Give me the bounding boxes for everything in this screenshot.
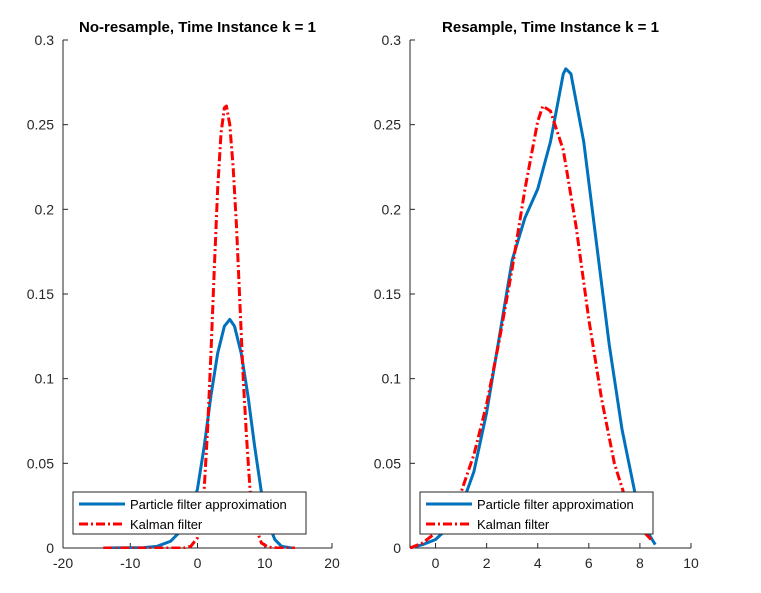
legend-entry-label: Particle filter approximation: [130, 497, 287, 512]
x-tick-label: 10: [257, 555, 273, 571]
chart-title: Resample, Time Instance k = 1: [442, 19, 659, 36]
y-tick-label: 0.3: [382, 32, 402, 48]
y-tick-label: 0.1: [382, 371, 402, 387]
legend-box: [419, 491, 654, 535]
chart-title: No-resample, Time Instance k = 1: [79, 19, 316, 36]
y-tick-label: 0.15: [27, 286, 54, 302]
y-tick-label: 0.1: [35, 371, 55, 387]
y-tick-label: 0.2: [35, 201, 55, 217]
y-tick-label: 0.25: [374, 117, 401, 133]
x-tick-label: -10: [120, 555, 140, 571]
y-tick-label: 0.3: [35, 32, 55, 48]
x-tick-label: 8: [636, 555, 644, 571]
legend: Particle filter approximation Kalman filt…: [72, 491, 307, 535]
legend-entry-label: Kalman filter: [130, 517, 203, 532]
legend-entry-label: Kalman filter: [477, 517, 550, 532]
x-tick-label: 2: [483, 555, 491, 571]
y-tick-label: 0.2: [382, 201, 402, 217]
y-tick-label: 0.15: [374, 286, 401, 302]
x-tick-label: 6: [585, 555, 593, 571]
y-tick-label: 0.05: [374, 455, 401, 471]
y-tick-label: 0: [393, 540, 401, 556]
x-tick-label: 10: [683, 555, 699, 571]
x-tick-label: 4: [534, 555, 542, 571]
series-line: [410, 104, 654, 549]
x-tick-label: 0: [194, 555, 202, 571]
x-tick-label: -20: [53, 555, 73, 571]
x-tick-label: 0: [432, 555, 440, 571]
chart-panel-2: 0 2 4 6 8 10 0 0.05 0.1 0.15 0.2 0.25 0.3 Resample, T…: [374, 19, 699, 571]
legend: Particle filter approximation Kalman filt…: [419, 491, 654, 535]
y-tick-label: 0.25: [27, 117, 54, 133]
legend-box: [72, 491, 307, 535]
legend-entry-label: Particle filter approximation: [477, 497, 634, 512]
y-tick-label: 0: [46, 540, 54, 556]
x-tick-label: 20: [324, 555, 340, 571]
y-tick-label: 0.05: [27, 455, 54, 471]
chart-panel-1: -20 -10 0 10 20 0 0.05 0.1 0.15 0.2 0.25 0.3 No-resa…: [27, 19, 340, 571]
